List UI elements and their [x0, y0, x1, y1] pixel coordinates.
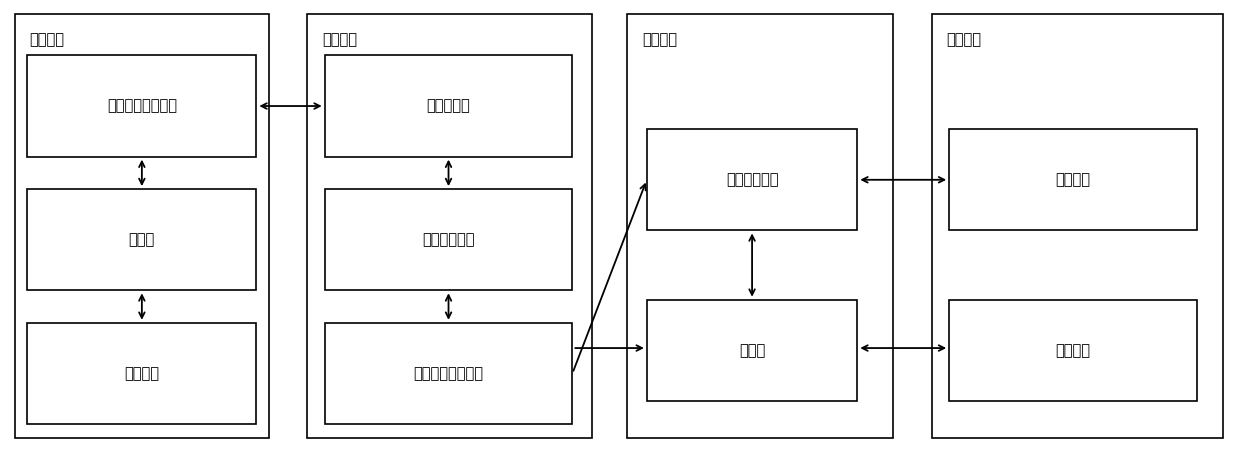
- Text: 通信铁塔: 通信铁塔: [124, 366, 160, 381]
- Text: 传感设备通信模块: 传感设备通信模块: [107, 99, 177, 113]
- Text: 系统硬件: 系统硬件: [30, 32, 64, 47]
- Bar: [627, 14, 893, 438]
- Text: 后台管理设备: 后台管理设备: [726, 172, 778, 187]
- Text: 系统软件: 系统软件: [322, 32, 357, 47]
- Bar: [932, 14, 1223, 438]
- Bar: [949, 129, 1197, 230]
- Text: 数据处理平台: 数据处理平台: [422, 232, 475, 247]
- Bar: [325, 323, 572, 424]
- Bar: [15, 14, 269, 438]
- Text: 应用平台: 应用平台: [642, 32, 676, 47]
- Bar: [325, 55, 572, 157]
- Text: 系统数据库: 系统数据库: [426, 99, 471, 113]
- Bar: [647, 300, 857, 401]
- Text: 数据管理发布平台: 数据管理发布平台: [414, 366, 483, 381]
- Bar: [325, 189, 572, 290]
- Bar: [949, 300, 1197, 401]
- Text: 管理人员: 管理人员: [1056, 172, 1090, 187]
- Bar: [307, 14, 592, 438]
- Text: 传感器: 传感器: [129, 232, 155, 247]
- Text: 客户端: 客户端: [738, 343, 766, 358]
- Text: 维护人员: 维护人员: [1056, 343, 1090, 358]
- Bar: [27, 189, 256, 290]
- Bar: [27, 55, 256, 157]
- Bar: [27, 323, 256, 424]
- Text: 应用人员: 应用人员: [947, 32, 981, 47]
- Bar: [647, 129, 857, 230]
